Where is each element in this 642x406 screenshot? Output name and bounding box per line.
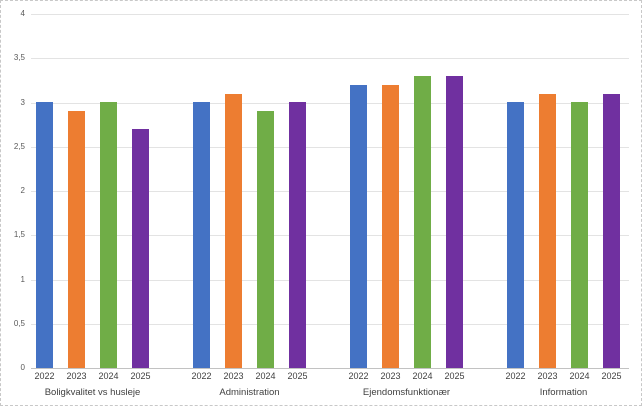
bar-2023 <box>539 94 556 368</box>
x-axis-line <box>31 368 629 369</box>
bar-2025 <box>132 129 149 368</box>
bar-2025 <box>603 94 620 368</box>
year-label: 2024 <box>98 371 119 381</box>
category-label: Administration <box>219 387 280 398</box>
bar-2024 <box>571 102 588 368</box>
year-label: 2022 <box>348 371 369 381</box>
bar-slot <box>186 14 218 368</box>
bar-slot <box>407 14 439 368</box>
year-label: 2023 <box>537 371 558 381</box>
year-label: 2023 <box>380 371 401 381</box>
y-tick-label: 3 <box>20 98 25 107</box>
bar-2024 <box>257 111 274 368</box>
category-label: Information <box>539 387 588 398</box>
bar-2024 <box>100 102 117 368</box>
bar-2025 <box>446 76 463 368</box>
bar-slot <box>375 14 407 368</box>
gridline <box>31 191 629 192</box>
bar-slot <box>29 14 61 368</box>
y-tick-label: 2 <box>20 186 25 195</box>
bar-group-4 <box>485 14 641 368</box>
gridline <box>31 14 629 15</box>
y-tick-label: 0 <box>20 363 25 372</box>
year-label: 2022 <box>505 371 526 381</box>
year-label: 2023 <box>223 371 244 381</box>
bar-2024 <box>414 76 431 368</box>
y-tick-label: 0,5 <box>13 319 25 328</box>
year-label: 2024 <box>412 371 433 381</box>
bar-slot <box>500 14 532 368</box>
bar-2023 <box>225 94 242 368</box>
bar-slot <box>93 14 125 368</box>
category-label: Boligkvalitet vs husleje <box>44 387 141 398</box>
bar-2022 <box>193 102 210 368</box>
y-tick-label: 1,5 <box>13 230 25 239</box>
gridline <box>31 147 629 148</box>
year-label: 2022 <box>34 371 55 381</box>
bar-group-2 <box>171 14 328 368</box>
y-tick-label: 4 <box>20 9 25 18</box>
y-tick-label: 2,5 <box>13 142 25 151</box>
bar-2022 <box>507 102 524 368</box>
bar-2023 <box>68 111 85 368</box>
gridline <box>31 280 629 281</box>
category-label: Ejendomsfunktionær <box>362 387 451 398</box>
bar-group-1 <box>14 14 171 368</box>
bar-slot <box>532 14 564 368</box>
bar-2022 <box>36 102 53 368</box>
bar-slot <box>61 14 93 368</box>
year-label: 2025 <box>444 371 465 381</box>
bar-slot <box>282 14 314 368</box>
year-labels-row: 2022 2023 2024 2025 <box>485 371 641 381</box>
year-labels-row: 2022 2023 2024 2025 <box>328 371 485 381</box>
gridline <box>31 103 629 104</box>
bar-slot <box>439 14 471 368</box>
bar-slot <box>125 14 157 368</box>
year-label: 2025 <box>287 371 308 381</box>
gridline <box>31 235 629 236</box>
bar-2023 <box>382 85 399 368</box>
year-labels-row: 2022 2023 2024 2025 <box>14 371 171 381</box>
bar-2022 <box>350 85 367 368</box>
bar-slot <box>596 14 628 368</box>
year-label: 2023 <box>66 371 87 381</box>
year-label: 2025 <box>601 371 622 381</box>
year-label: 2025 <box>130 371 151 381</box>
bar-group-3 <box>328 14 485 368</box>
bar-slot <box>250 14 282 368</box>
bar-2025 <box>289 102 306 368</box>
bar-slot <box>343 14 375 368</box>
year-labels-row: 2022 2023 2024 2025 <box>171 371 328 381</box>
year-label: 2022 <box>191 371 212 381</box>
bar-slot <box>564 14 596 368</box>
year-label: 2024 <box>569 371 590 381</box>
y-tick-label: 1 <box>20 275 25 284</box>
year-label: 2024 <box>255 371 276 381</box>
y-tick-label: 3,5 <box>13 53 25 62</box>
bar-slot <box>218 14 250 368</box>
gridline <box>31 58 629 59</box>
gridline <box>31 324 629 325</box>
